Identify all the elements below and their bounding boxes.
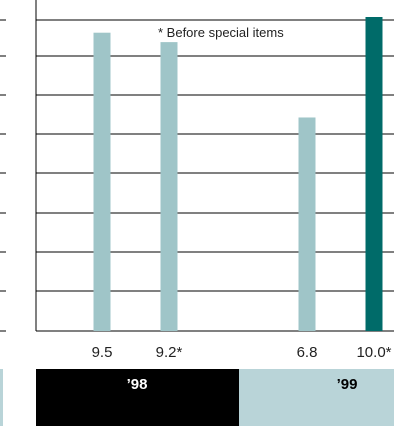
tick-labels: 9.5 9.2* 6.8 10.0* [92, 344, 392, 361]
year-bands: ’98 ’99 [0, 369, 394, 426]
bar-4 [365, 17, 383, 331]
gridlines [0, 0, 394, 332]
left-edge-strip [0, 369, 3, 426]
bar-label-1: 9.5 [92, 344, 113, 361]
year-label-2: ’99 [337, 376, 358, 393]
bar-1 [93, 32, 111, 331]
bar-3 [298, 117, 316, 331]
bar-label-3: 6.8 [297, 344, 318, 361]
annotation-before-special-items: * Before special items [158, 25, 284, 40]
bar-label-4: 10.0* [356, 344, 391, 361]
year-band-2 [239, 369, 394, 426]
year-label-1: ’98 [127, 376, 148, 393]
bar-label-2: 9.2* [156, 344, 183, 361]
year-band-1 [36, 369, 239, 426]
bar-2 [160, 42, 178, 332]
bars [93, 17, 383, 332]
